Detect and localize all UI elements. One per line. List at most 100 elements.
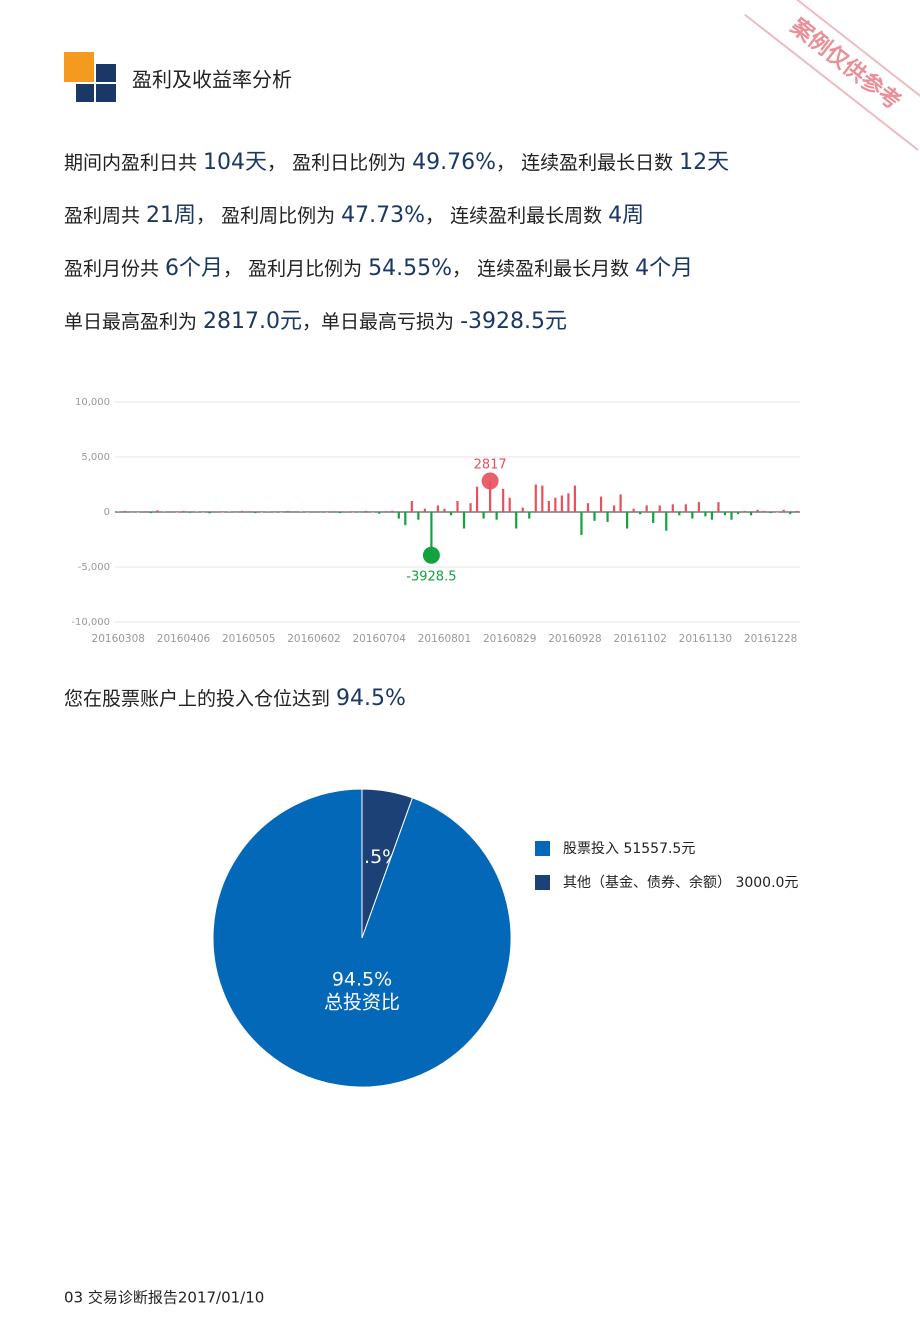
bar <box>547 501 550 512</box>
stat-value: 4个月 <box>635 256 693 281</box>
bar <box>560 495 563 512</box>
bar <box>456 501 459 512</box>
bar <box>312 511 316 512</box>
bar <box>169 512 172 513</box>
value-label: -3928.5 <box>406 570 456 585</box>
bar <box>528 512 531 519</box>
bar <box>162 511 166 512</box>
bar <box>404 512 407 526</box>
bar <box>378 512 381 514</box>
bar <box>436 505 440 512</box>
stat-value: 12天 <box>679 150 729 175</box>
bar <box>489 481 492 512</box>
bar <box>789 512 792 515</box>
stat-text: 您在股票账户上的投入仓位达到 <box>64 688 336 710</box>
slice-label: 94.5% <box>332 969 392 991</box>
header-title: 盈利及收益率分析 <box>132 68 292 92</box>
bar <box>606 512 609 522</box>
bar <box>306 512 309 513</box>
bar <box>593 512 596 521</box>
y-tick-label: -10,000 <box>71 617 110 628</box>
x-tick-label: 20161102 <box>613 633 666 645</box>
bar <box>671 504 674 512</box>
bar <box>554 497 557 512</box>
x-tick-label: 20160406 <box>157 633 211 645</box>
bar <box>117 511 120 512</box>
stat-text: ， 盈利周比例为 <box>196 205 341 227</box>
bar <box>580 512 583 536</box>
bar <box>195 511 198 512</box>
stat-value: 2817.0元 <box>203 309 302 334</box>
bar <box>273 512 276 513</box>
bar <box>345 511 348 512</box>
bar <box>130 512 133 513</box>
stat-line: 您在股票账户上的投入仓位达到 94.5% <box>64 686 406 711</box>
legend-label: 其他（基金、债券、余额） 3000.0元 <box>563 874 798 891</box>
bar <box>749 512 753 516</box>
bar <box>365 510 368 512</box>
x-tick-label: 20161228 <box>744 633 797 645</box>
bar <box>639 512 642 515</box>
bar <box>710 512 714 520</box>
bar <box>776 512 779 513</box>
bar <box>678 512 681 516</box>
bar <box>391 510 394 512</box>
logo-square <box>96 84 116 102</box>
bar <box>632 508 635 512</box>
bar <box>736 512 740 515</box>
bar <box>443 508 446 512</box>
stat-value: 54.55% <box>368 256 452 281</box>
bar <box>325 512 329 513</box>
value-label: 2817 <box>474 458 507 473</box>
stat-value: 21周 <box>146 203 196 228</box>
bar <box>717 502 720 512</box>
bar <box>423 508 426 512</box>
bar <box>495 512 498 520</box>
bar <box>299 511 303 512</box>
bar <box>123 510 126 512</box>
bar <box>280 512 283 513</box>
bar <box>645 505 648 512</box>
stat-text: ， 连续盈利最长周数 <box>425 205 608 227</box>
y-tick-label: 5,000 <box>81 452 110 463</box>
stat-line: 盈利周共 21周， 盈利周比例为 47.73%， 连续盈利最长周数 4周 <box>64 203 644 228</box>
stat-text: ， 连续盈利最长月数 <box>452 258 635 280</box>
stat-value: 49.76% <box>412 150 496 175</box>
bar <box>352 512 355 513</box>
bar <box>469 503 472 512</box>
y-tick-label: -5,000 <box>78 562 110 573</box>
slice-label: 5.5% <box>352 846 400 868</box>
bar <box>410 501 413 512</box>
x-tick-label: 20161130 <box>679 633 732 645</box>
bar <box>462 512 466 529</box>
bar <box>743 510 746 512</box>
bar <box>143 511 146 512</box>
bar <box>684 504 687 512</box>
bar <box>534 484 537 512</box>
highlight-marker <box>422 546 440 564</box>
bar <box>215 511 218 512</box>
bar <box>449 512 453 516</box>
bar <box>358 512 361 513</box>
bar <box>208 512 211 514</box>
bar <box>397 512 400 519</box>
bar <box>201 512 205 513</box>
bar <box>188 512 192 513</box>
bar <box>704 512 707 517</box>
highlight-marker <box>481 472 499 490</box>
stat-text: ， 盈利日比例为 <box>267 152 412 174</box>
bar <box>234 512 237 513</box>
bar <box>508 497 511 512</box>
x-tick-label: 20160829 <box>483 633 536 645</box>
stat-value: 6个月 <box>165 256 223 281</box>
y-tick-label: 0 <box>104 507 110 518</box>
watermark: 案例仅供参考 <box>785 13 906 115</box>
x-tick-label: 20160801 <box>418 633 471 645</box>
stat-text: 盈利周共 <box>64 205 146 227</box>
watermark-stamp: 案例仅供参考 <box>744 0 920 151</box>
logo-square <box>76 84 94 102</box>
bar <box>384 511 387 512</box>
bar <box>599 496 603 512</box>
